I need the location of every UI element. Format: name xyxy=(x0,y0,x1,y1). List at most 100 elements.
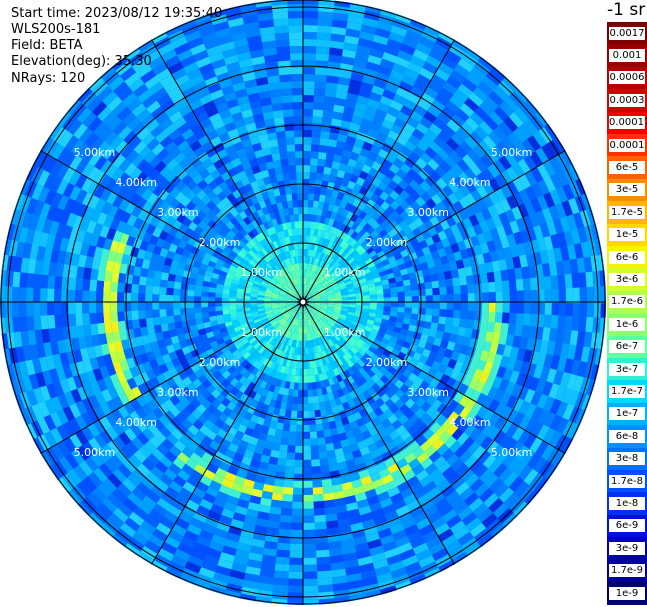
backscatter-cell xyxy=(492,502,509,520)
backscatter-cell xyxy=(293,466,303,474)
backscatter-cell xyxy=(448,333,458,344)
backscatter-cell xyxy=(214,565,232,577)
backscatter-cell xyxy=(123,516,141,532)
backscatter-cell xyxy=(282,388,290,396)
backscatter-cell xyxy=(185,440,198,453)
backscatter-cell xyxy=(322,316,329,323)
backscatter-cell xyxy=(163,467,178,481)
backscatter-cell xyxy=(293,459,303,467)
backscatter-cell xyxy=(325,340,332,349)
backscatter-cell xyxy=(359,446,371,457)
backscatter-cell xyxy=(350,346,358,355)
backscatter-cell xyxy=(217,514,233,526)
backscatter-cell xyxy=(302,515,315,523)
backscatter-cell xyxy=(332,367,340,377)
backscatter-cell xyxy=(248,494,262,505)
backscatter-cell xyxy=(370,508,385,520)
backscatter-cell xyxy=(536,352,547,368)
backscatter-cell xyxy=(306,302,314,305)
backscatter-cell xyxy=(342,423,353,433)
backscatter-cell xyxy=(259,497,272,507)
backscatter-cell xyxy=(317,311,324,317)
backscatter-cell xyxy=(412,487,428,500)
backscatter-cell xyxy=(390,361,401,371)
backscatter-cell xyxy=(75,289,83,302)
backscatter-cell xyxy=(303,165,311,173)
backscatter-cell xyxy=(224,448,236,460)
backscatter-cell xyxy=(279,365,286,374)
backscatter-cell xyxy=(506,408,519,424)
backscatter-cell xyxy=(298,382,303,390)
backscatter-cell xyxy=(193,446,206,458)
backscatter-cell xyxy=(167,462,182,476)
backscatter-cell xyxy=(182,429,195,442)
backscatter-cell xyxy=(372,338,382,347)
backscatter-cell xyxy=(338,329,346,336)
backscatter-cell xyxy=(302,396,309,404)
backscatter-cell xyxy=(534,440,549,458)
backscatter-cell xyxy=(304,305,308,313)
backscatter-cell xyxy=(486,426,501,441)
backscatter-cell xyxy=(355,351,364,360)
backscatter-cell xyxy=(541,327,551,342)
backscatter-cell xyxy=(294,137,304,145)
backscatter-cell xyxy=(296,305,301,311)
backscatter-cell xyxy=(250,538,266,548)
backscatter-cell xyxy=(212,434,224,445)
backscatter-cell xyxy=(336,425,346,435)
backscatter-cell xyxy=(216,558,234,570)
backscatter-cell xyxy=(539,339,549,355)
backscatter-cell xyxy=(251,359,260,368)
backscatter-cell xyxy=(303,151,312,159)
backscatter-cell xyxy=(303,214,308,222)
backscatter-cell xyxy=(448,440,463,454)
backscatter-cell xyxy=(220,387,230,398)
backscatter-cell xyxy=(422,480,438,494)
backscatter-cell xyxy=(369,305,377,311)
backscatter-cell xyxy=(281,394,289,403)
backscatter-cell xyxy=(585,316,594,334)
backscatter-cell xyxy=(378,585,397,595)
backscatter-cell xyxy=(371,383,381,393)
backscatter-cell xyxy=(403,561,422,575)
backscatter-cell xyxy=(386,486,401,498)
backscatter-cell xyxy=(295,424,303,432)
backscatter-cell xyxy=(259,380,268,389)
backscatter-cell xyxy=(323,315,330,321)
backscatter-cell xyxy=(319,309,326,314)
backscatter-cell xyxy=(341,325,349,332)
backscatter-cell xyxy=(302,424,310,432)
backscatter-cell xyxy=(291,88,304,96)
backscatter-cell xyxy=(302,431,311,439)
backscatter-cell xyxy=(296,410,303,418)
backscatter-cell xyxy=(356,556,373,567)
backscatter-cell xyxy=(518,336,529,351)
backscatter-cell xyxy=(317,25,334,34)
backscatter-cell xyxy=(131,292,139,302)
backscatter-cell xyxy=(310,375,316,383)
backscatter-cell xyxy=(318,458,329,467)
backscatter-cell xyxy=(19,315,28,332)
backscatter-cell xyxy=(573,345,584,363)
backscatter-cell xyxy=(415,517,431,531)
backscatter-cell xyxy=(12,285,20,302)
backscatter-cell xyxy=(441,509,458,524)
backscatter-cell xyxy=(473,483,489,499)
backscatter-cell xyxy=(271,339,278,347)
backscatter-cell xyxy=(373,484,388,496)
backscatter-cell xyxy=(306,382,313,390)
backscatter-cell xyxy=(419,440,433,453)
backscatter-cell xyxy=(150,559,168,572)
backscatter-cell xyxy=(260,348,268,357)
backscatter-cell xyxy=(229,518,244,529)
backscatter-cell xyxy=(379,374,390,385)
backscatter-cell xyxy=(340,312,348,317)
backscatter-cell xyxy=(331,390,340,400)
backscatter-cell xyxy=(163,450,178,463)
backscatter-cell xyxy=(247,364,256,374)
backscatter-cell xyxy=(309,172,318,180)
backscatter-cell xyxy=(173,301,181,309)
backscatter-cell xyxy=(260,490,273,500)
backscatter-cell xyxy=(378,497,393,509)
backscatter-cell xyxy=(260,554,277,564)
